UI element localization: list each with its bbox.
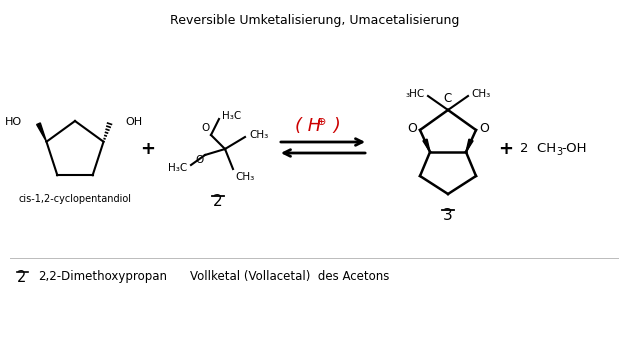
Text: H₃C: H₃C: [168, 163, 187, 173]
Text: O: O: [479, 121, 489, 135]
Text: Vollketal (Vollacetal)  des Acetons: Vollketal (Vollacetal) des Acetons: [190, 270, 389, 283]
Text: CH₃: CH₃: [235, 172, 255, 182]
Text: +: +: [140, 140, 156, 158]
Text: CH₃: CH₃: [249, 130, 268, 140]
Text: H₃C: H₃C: [222, 111, 241, 121]
Text: ⊕: ⊕: [318, 117, 327, 127]
Text: OH: OH: [125, 117, 142, 127]
Text: 3: 3: [556, 147, 562, 157]
Text: O: O: [202, 123, 210, 133]
Text: 3: 3: [443, 208, 453, 223]
Text: O: O: [407, 121, 417, 135]
Text: CH₃: CH₃: [471, 89, 490, 99]
Text: ): ): [328, 117, 341, 135]
Text: 2,2-Dimethoxypropan: 2,2-Dimethoxypropan: [38, 270, 167, 283]
Text: C: C: [444, 92, 452, 105]
Text: +: +: [498, 140, 513, 158]
Polygon shape: [466, 139, 473, 152]
Text: cis-1,2-cyclopentandiol: cis-1,2-cyclopentandiol: [18, 194, 132, 204]
Text: HO: HO: [5, 117, 23, 127]
Text: Reversible Umketalisierung, Umacetalisierung: Reversible Umketalisierung, Umacetalisie…: [170, 14, 460, 27]
Text: 2: 2: [213, 194, 223, 209]
Polygon shape: [423, 139, 430, 152]
Text: -OH: -OH: [561, 143, 587, 155]
Polygon shape: [37, 123, 47, 142]
Text: ( H: ( H: [295, 117, 321, 135]
Text: 2  CH: 2 CH: [520, 143, 556, 155]
Text: O: O: [196, 155, 204, 165]
Text: 2: 2: [17, 270, 26, 285]
Text: ₃HC: ₃HC: [406, 89, 425, 99]
